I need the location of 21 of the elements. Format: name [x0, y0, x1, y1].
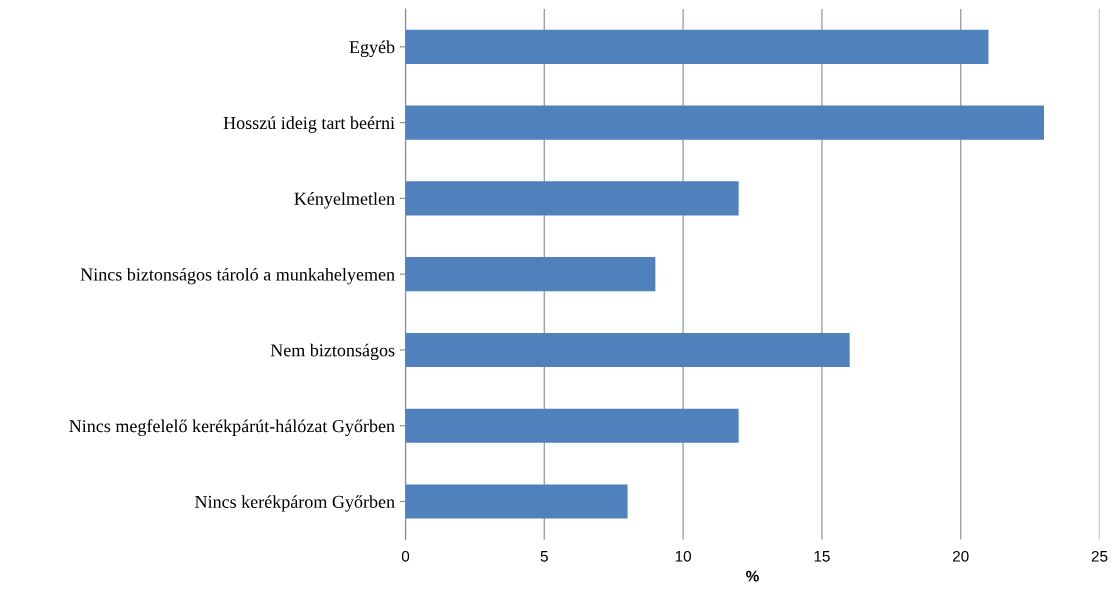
- y-tick-label: Egyéb: [349, 40, 395, 57]
- bar: [405, 257, 656, 292]
- x-tick-label: 20: [952, 550, 969, 562]
- x-tick-label: 15: [814, 551, 830, 562]
- y-tick-label: Nincs biztonságos tároló a munkahelyemen: [80, 267, 395, 285]
- bar: [405, 181, 739, 216]
- x-tick-label: 10: [675, 550, 691, 562]
- x-tick-label: 5: [540, 551, 548, 562]
- y-tick-label: Kényelmetlen: [294, 192, 395, 209]
- bar: [405, 484, 628, 519]
- y-tick-label: Nincs kerékpárom Győrben: [195, 495, 395, 512]
- bar: [405, 408, 739, 443]
- x-tick-label: 0: [401, 550, 410, 562]
- y-tick-label: Hosszú ideig tart beérni: [223, 116, 395, 133]
- y-tick-label: Nem biztonságos: [270, 343, 395, 361]
- bar: [405, 29, 989, 64]
- y-tick-label: Nincs megfelelő kerékpárút-hálózat Győrben: [69, 419, 395, 436]
- bar: [405, 105, 1044, 140]
- bar: [405, 332, 850, 367]
- x-axis-title: %: [746, 570, 759, 582]
- x-tick-label: 25: [1091, 550, 1108, 562]
